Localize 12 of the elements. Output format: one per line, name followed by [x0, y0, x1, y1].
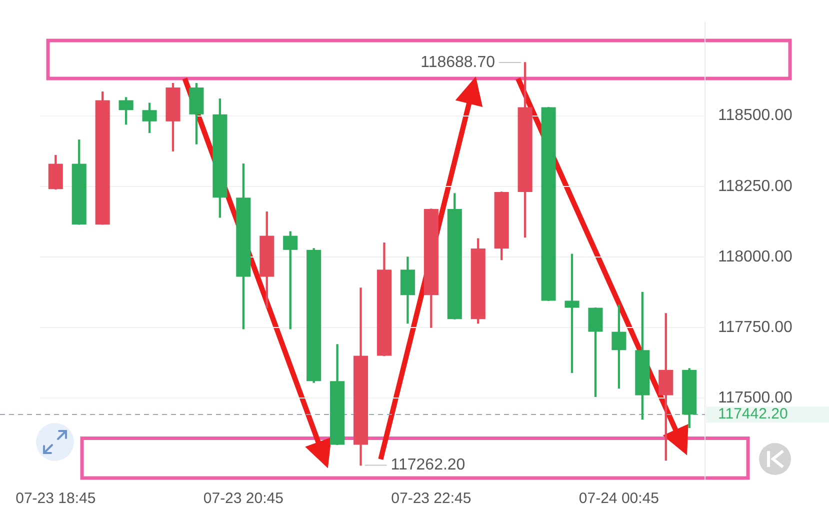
ref-line-label: 117442.20	[718, 406, 788, 423]
x-tick-label: 07-23 22:45	[391, 490, 472, 508]
y-tick-label: 117750.00	[718, 318, 793, 336]
y-tick-label: 117500.00	[718, 390, 793, 407]
y-tick-label: 118500.00	[718, 107, 793, 124]
annotation: 118688.70	[420, 54, 496, 71]
x-tick-label: 07-23 18:45	[16, 490, 96, 508]
x-tick-label: 07-24 00:45	[578, 490, 659, 508]
annotation: 117262.20	[390, 456, 466, 474]
y-tick-label: 118000.00	[718, 248, 793, 266]
y-tick-label: 118250.00	[718, 178, 793, 195]
x-tick-label: 07-23 20:45	[203, 490, 284, 508]
